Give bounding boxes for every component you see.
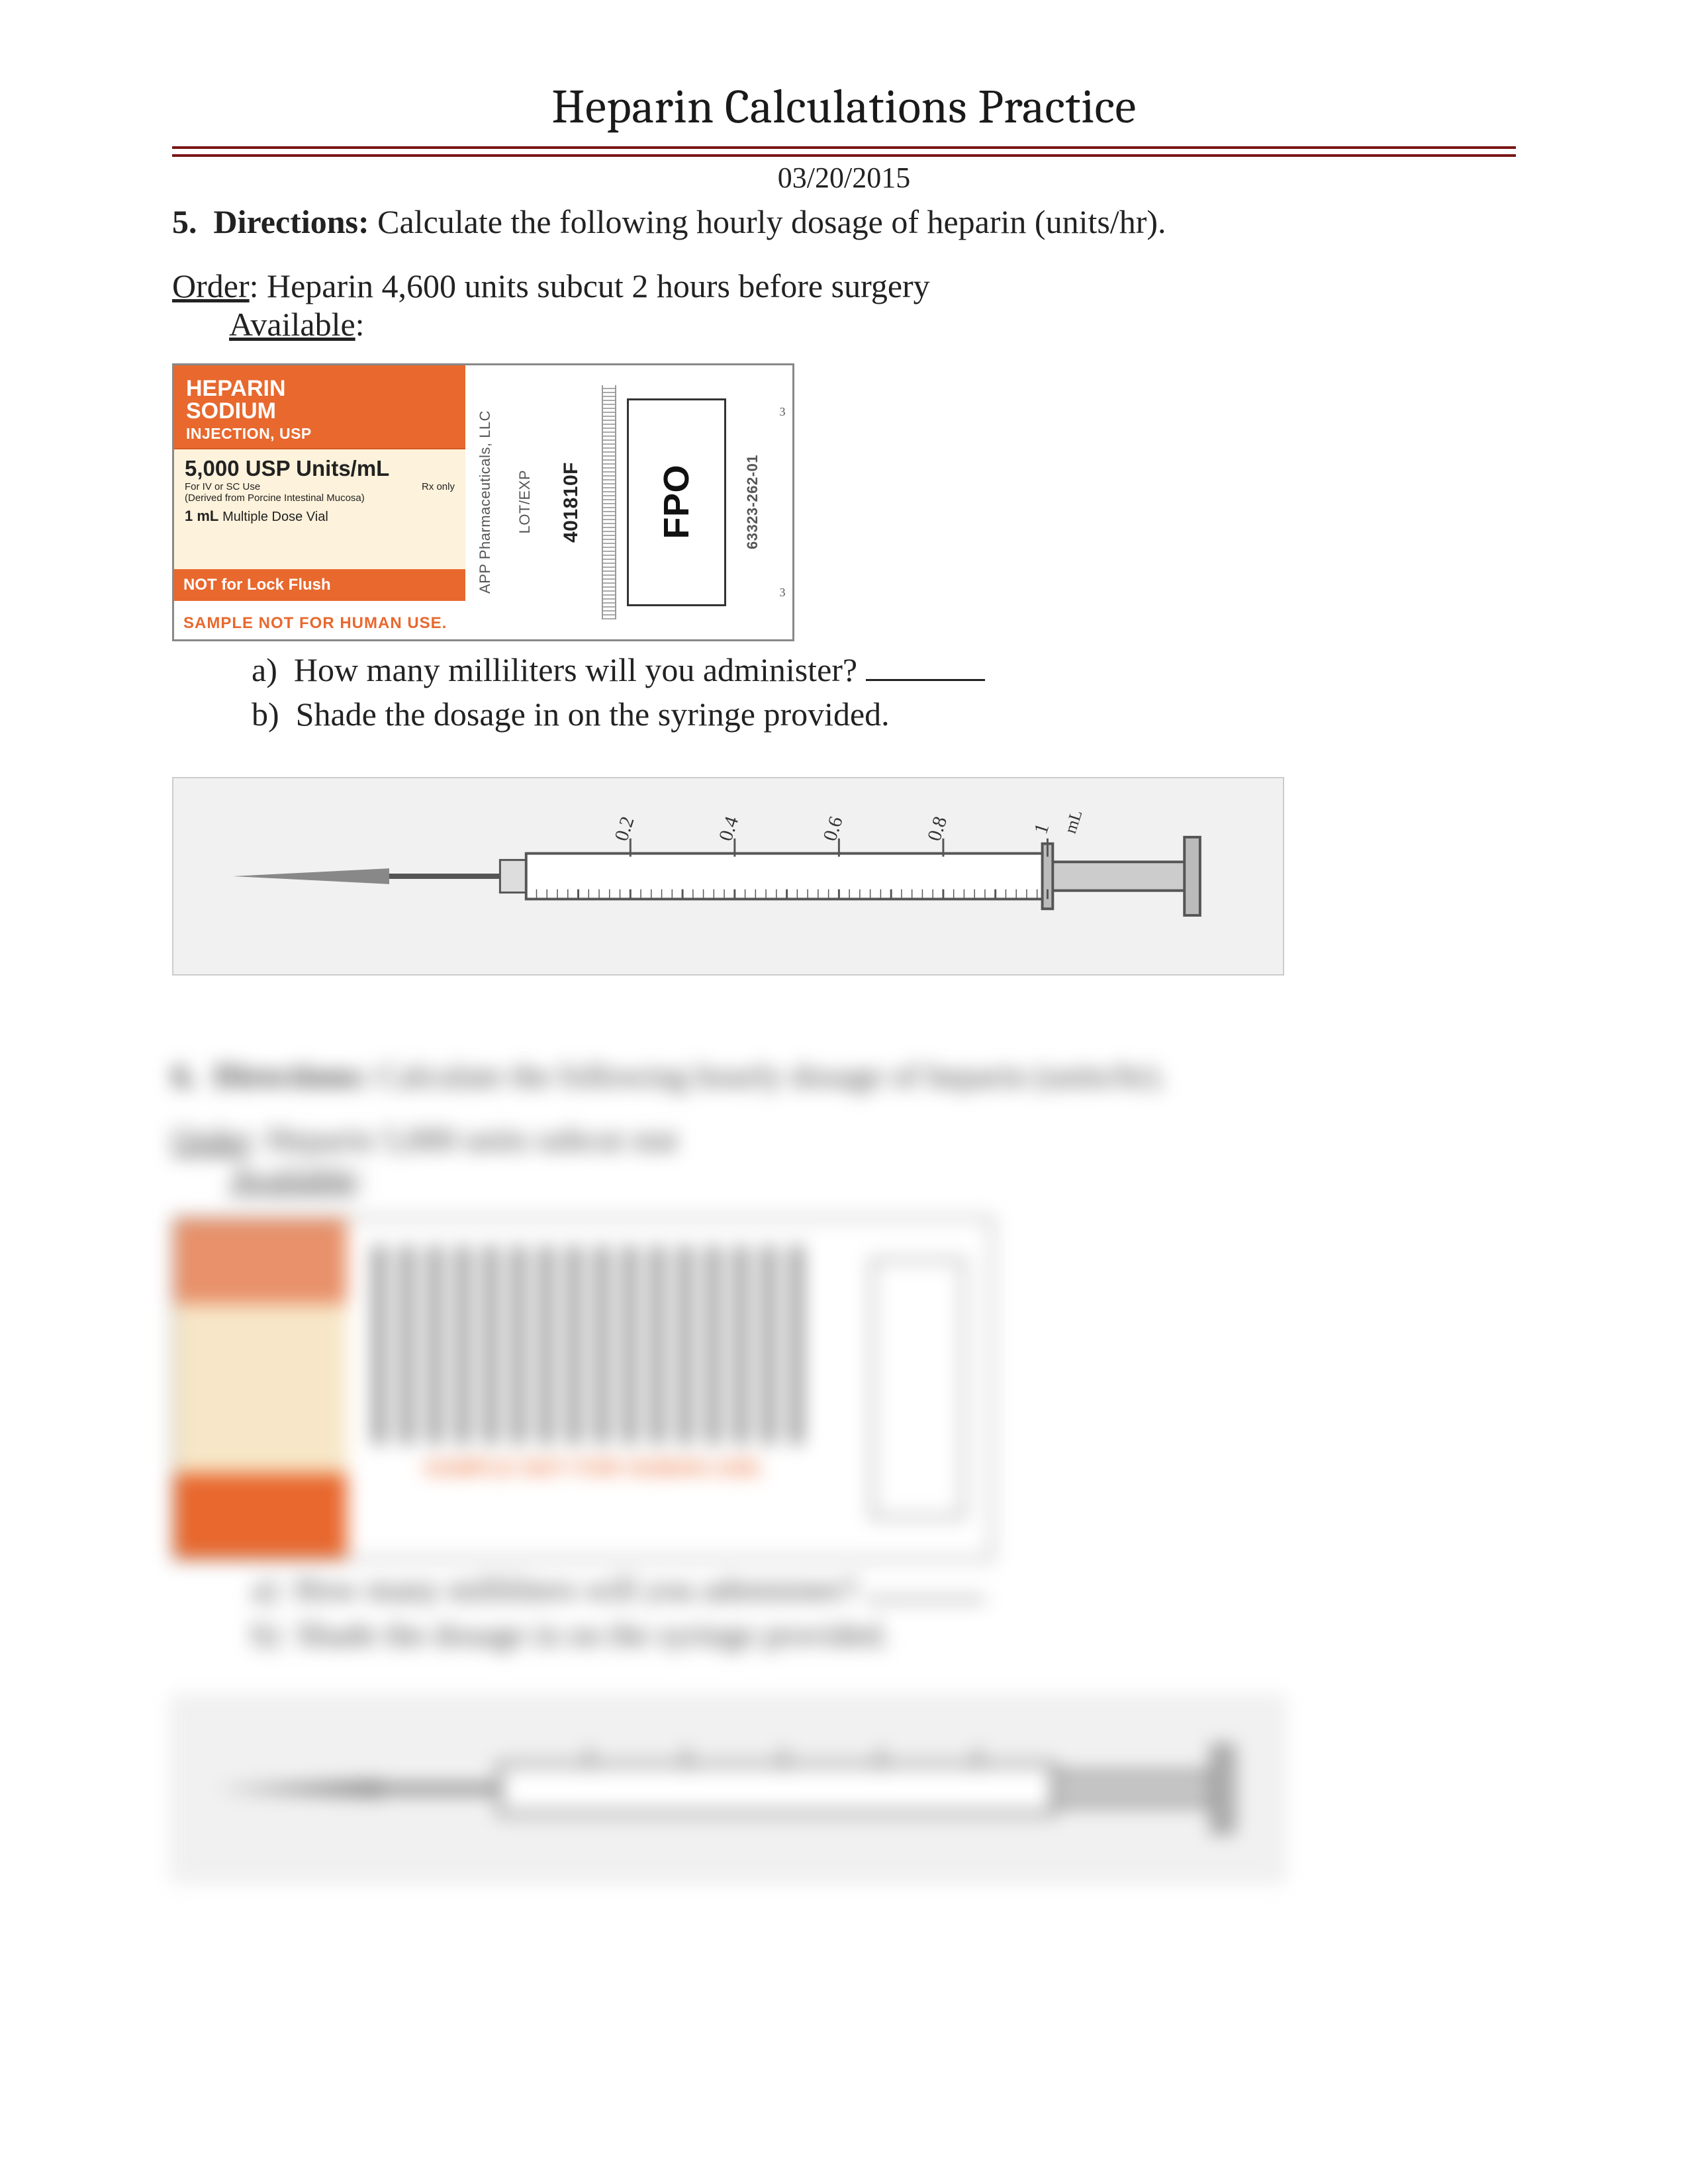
drug-ndc-col: 63323-262-01 bbox=[733, 365, 773, 639]
svg-text:mL: mL bbox=[1060, 807, 1086, 836]
q6-order-text: : Heparin 5,000 units subcut stat bbox=[250, 1120, 678, 1158]
drug-lotexp: LOT/EXP bbox=[516, 470, 534, 533]
q6-drug-mid: SAMPLE NOT FOR HUMAN USE. bbox=[347, 1219, 845, 1558]
q6-answer-blank[interactable] bbox=[866, 1594, 985, 1600]
syringe-plunger-rod bbox=[1047, 862, 1191, 890]
q6-directions: 6. Directions: Calculate the following h… bbox=[172, 1055, 1516, 1097]
q5-order-text: : Heparin 4,600 units subcut 2 hours bef… bbox=[250, 267, 930, 304]
drug-warn: NOT for Lock Flush bbox=[174, 569, 465, 601]
page-date: 03/20/2015 bbox=[172, 161, 1516, 195]
q5-directions-label: Directions: bbox=[214, 203, 369, 240]
drug-fpo-box: FPO bbox=[627, 398, 726, 606]
q6-b-text: Shade the dosage in on the syringe provi… bbox=[296, 1615, 890, 1653]
drug-sample: SAMPLE NOT FOR HUMAN USE. bbox=[174, 601, 465, 639]
drug-ndc: 63323-262-01 bbox=[744, 455, 761, 549]
drug-lotexp-col: LOT/EXP bbox=[505, 365, 545, 639]
q6-a-text: How many milliliters will you administer… bbox=[294, 1570, 857, 1608]
q6-available-label: Available bbox=[229, 1158, 355, 1197]
q6-drug-label: SAMPLE NOT FOR HUMAN USE. bbox=[172, 1216, 993, 1561]
drug-rx: Rx only bbox=[422, 481, 455, 492]
drug-vol-desc: Multiple Dose Vial bbox=[222, 510, 328, 524]
svg-text:1: 1 bbox=[1030, 821, 1053, 837]
q5-subq-b: b) Shade the dosage in on the syringe pr… bbox=[252, 692, 1516, 737]
q6-subq-b: b) Shade the dosage in on the syringe pr… bbox=[252, 1612, 1516, 1657]
title-rule bbox=[172, 146, 1516, 157]
drug-label-left: HEPARIN SODIUM INJECTION, USP 5,000 USP … bbox=[174, 365, 465, 639]
q6-syringe-svg bbox=[173, 1698, 1283, 1880]
q5-directions-text: Calculate the following hourly dosage of… bbox=[377, 203, 1166, 240]
q6-number: 6. bbox=[172, 1057, 197, 1094]
svg-text:0.2: 0.2 bbox=[611, 813, 639, 843]
drug-name-2: SODIUM bbox=[186, 400, 453, 422]
q5-a-text: How many milliliters will you administer… bbox=[294, 651, 857, 688]
syringe-hub bbox=[500, 860, 526, 892]
q5-a-letter: a) bbox=[252, 651, 277, 688]
syringe-svg: 0.2 0.4 0.6 0.8 1 mL bbox=[200, 792, 1256, 961]
drug-label-header: HEPARIN SODIUM INJECTION, USP bbox=[174, 365, 465, 449]
drug-mfr-col: APP Pharmaceuticals, LLC bbox=[465, 365, 505, 639]
heparin-drug-label: HEPARIN SODIUM INJECTION, USP 5,000 USP … bbox=[172, 363, 794, 641]
q5-number: 5. bbox=[172, 203, 197, 240]
q5-directions: 5. Directions: Calculate the following h… bbox=[172, 201, 1516, 243]
q6-a-letter: a) bbox=[252, 1570, 277, 1608]
q6-drug-seg3 bbox=[175, 1388, 347, 1473]
drug-three-bot: 3 bbox=[780, 586, 786, 600]
q6-subq-a: a) How many milliliters will you adminis… bbox=[252, 1567, 1516, 1612]
drug-divider bbox=[602, 385, 616, 619]
page-title: Heparin Calculations Practice bbox=[172, 79, 1516, 134]
needle-icon bbox=[233, 868, 389, 884]
q6-drug-right bbox=[871, 1259, 964, 1518]
q5-subq-a: a) How many milliliters will you adminis… bbox=[252, 648, 1516, 693]
drug-lot: 401810F bbox=[560, 462, 583, 543]
q6-order-label: Order bbox=[172, 1120, 250, 1158]
drug-strength: 5,000 USP Units/mL bbox=[185, 456, 455, 481]
q6-drug-left bbox=[175, 1219, 347, 1558]
q6-directions-text: Calculate the following hourly dosage of… bbox=[377, 1057, 1166, 1094]
page: Heparin Calculations Practice 03/20/2015… bbox=[0, 0, 1688, 1882]
q5-b-text: Shade the dosage in on the syringe provi… bbox=[296, 696, 890, 733]
q6-order-block: Order: Heparin 5,000 units subcut stat A… bbox=[172, 1120, 1516, 1197]
q5-order-label: Order bbox=[172, 267, 250, 304]
syringe-plunger-flange bbox=[1184, 837, 1200, 915]
svg-text:0.6: 0.6 bbox=[820, 813, 847, 843]
answer-blank-line[interactable] bbox=[866, 674, 985, 681]
q6-blurred-preview: 6. Directions: Calculate the following h… bbox=[172, 1055, 1516, 1882]
drug-label-body: 5,000 USP Units/mL For IV or SC Use Rx o… bbox=[174, 449, 465, 569]
drug-three-col: 3 3 bbox=[773, 365, 792, 639]
q6-syringe-figure bbox=[172, 1696, 1284, 1882]
drug-name-1: HEPARIN bbox=[186, 377, 453, 400]
drug-three-top: 3 bbox=[780, 405, 786, 419]
q5-order-block: Order: Heparin 4,600 units subcut 2 hour… bbox=[172, 267, 1516, 343]
drug-fpo: FPO bbox=[656, 465, 697, 539]
q6-directions-label: Directions: bbox=[214, 1057, 369, 1094]
q6-drug-seg2 bbox=[175, 1304, 347, 1388]
q5-available-label: Available bbox=[229, 305, 355, 343]
q6-drug-sample: SAMPLE NOT FOR HUMAN USE. bbox=[373, 1444, 818, 1486]
q6-drug-seg1 bbox=[175, 1219, 347, 1304]
drug-mfr: APP Pharmaceuticals, LLC bbox=[477, 410, 494, 594]
drug-derived: (Derived from Porcine Intestinal Mucosa) bbox=[185, 492, 455, 504]
drug-label-right: APP Pharmaceuticals, LLC LOT/EXP 401810F… bbox=[465, 365, 792, 639]
q6-b-letter: b) bbox=[252, 1615, 279, 1653]
svg-text:0.8: 0.8 bbox=[923, 813, 951, 843]
drug-lot-col: 401810F bbox=[545, 365, 598, 639]
svg-text:0.4: 0.4 bbox=[715, 813, 743, 843]
q6-drug-bars bbox=[373, 1246, 818, 1444]
drug-use: For IV or SC Use bbox=[185, 481, 260, 492]
q6-drug-seg4 bbox=[175, 1473, 347, 1558]
q5-b-letter: b) bbox=[252, 696, 279, 733]
drug-vol: 1 mL bbox=[185, 508, 218, 524]
syringe-figure: 0.2 0.4 0.6 0.8 1 mL bbox=[172, 777, 1284, 976]
drug-inj: INJECTION, USP bbox=[186, 425, 453, 443]
